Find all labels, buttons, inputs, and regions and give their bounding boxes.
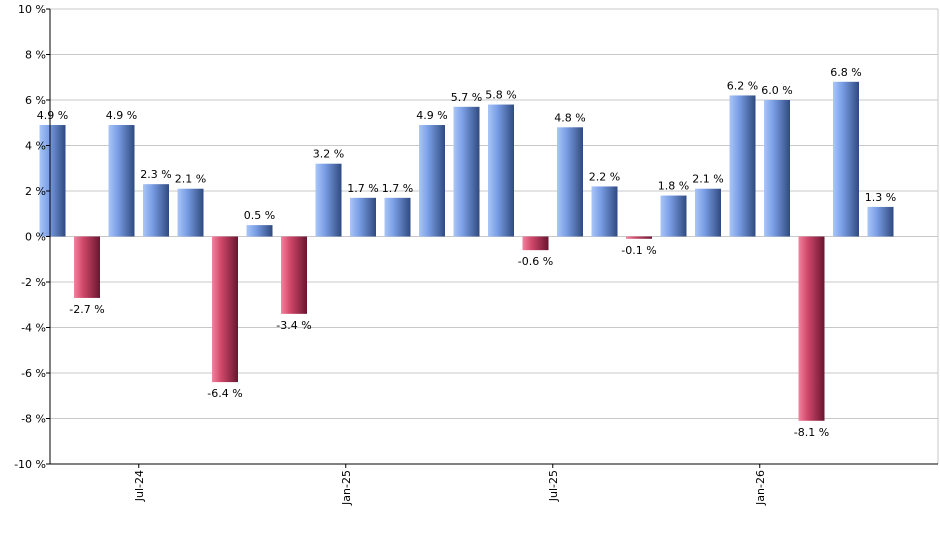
x-tick-label: Jan-25 xyxy=(340,470,353,506)
data-label: 2.2 % xyxy=(589,170,620,183)
data-label: 1.3 % xyxy=(865,191,896,204)
y-tick-label: -2 % xyxy=(21,276,46,289)
data-label: 6.8 % xyxy=(830,66,861,79)
bar xyxy=(833,81,859,237)
data-label: 3.2 % xyxy=(313,148,344,161)
bar xyxy=(660,195,687,237)
data-label: 2.1 % xyxy=(692,173,723,186)
y-tick-label: -8 % xyxy=(21,413,46,426)
data-label: -2.7 % xyxy=(69,303,104,316)
x-tick-label: Jul-25 xyxy=(547,470,560,502)
bar xyxy=(143,184,169,237)
bar xyxy=(177,188,204,237)
data-label: 6.2 % xyxy=(727,79,758,92)
y-tick-label: 10 % xyxy=(18,3,46,16)
y-tick-label: -10 % xyxy=(14,458,46,471)
y-tick-label: 4 % xyxy=(25,140,46,153)
bar xyxy=(212,236,238,383)
data-label: 5.8 % xyxy=(485,89,516,102)
data-label: 4.8 % xyxy=(554,111,585,124)
data-label: 5.7 % xyxy=(451,91,482,104)
x-tick-label: Jul-24 xyxy=(133,470,146,502)
bar xyxy=(591,186,618,237)
bar xyxy=(798,236,825,421)
bars-layer xyxy=(39,81,894,421)
data-labels-layer: 4.9 % -2.7 % 4.9 % 2.3 % 2.1 % -6.4 % 0.5 % -3.… xyxy=(37,66,896,439)
data-label: 6.0 % xyxy=(761,84,792,97)
y-tick-label: 2 % xyxy=(25,185,46,198)
bar xyxy=(557,127,583,237)
bar xyxy=(695,188,721,237)
data-label: 4.9 % xyxy=(106,109,137,122)
bar xyxy=(384,197,411,237)
bar xyxy=(522,236,549,251)
bar xyxy=(315,163,342,237)
data-label: 4.9 % xyxy=(416,109,447,122)
bar xyxy=(246,225,273,237)
data-label: -3.4 % xyxy=(276,319,311,332)
y-tick-label: -6 % xyxy=(21,367,46,380)
x-tick-label: Jan-26 xyxy=(754,470,767,506)
bar xyxy=(419,125,445,237)
data-label: 2.3 % xyxy=(140,168,171,181)
bar xyxy=(108,125,135,237)
bar xyxy=(74,236,100,298)
bar xyxy=(764,100,790,237)
data-label: -8.1 % xyxy=(794,426,829,439)
bar xyxy=(867,206,894,237)
data-label: 1.7 % xyxy=(382,182,413,195)
y-tick-label: 0 % xyxy=(25,231,46,244)
data-label: 4.9 % xyxy=(37,109,68,122)
data-label: 1.8 % xyxy=(658,180,689,193)
data-label: 2.1 % xyxy=(175,173,206,186)
bar xyxy=(729,95,756,237)
axis-layer: -10 % -8 % -6 % -4 % -2 % 0 % 2 % 4 % 6 % 8 % 10 %… xyxy=(14,3,938,506)
bar xyxy=(281,236,307,314)
bar xyxy=(39,125,66,237)
bar xyxy=(488,104,514,237)
data-label: 1.7 % xyxy=(347,182,378,195)
data-label: -6.4 % xyxy=(207,387,242,400)
bar xyxy=(453,106,480,237)
data-label: 0.5 % xyxy=(244,209,275,222)
data-label: -0.1 % xyxy=(621,244,656,257)
y-tick-label: -4 % xyxy=(21,322,46,335)
bar xyxy=(350,197,376,237)
data-label: -0.6 % xyxy=(518,255,553,268)
y-tick-label: 6 % xyxy=(25,94,46,107)
bar xyxy=(626,236,652,239)
y-tick-label: 8 % xyxy=(25,49,46,62)
